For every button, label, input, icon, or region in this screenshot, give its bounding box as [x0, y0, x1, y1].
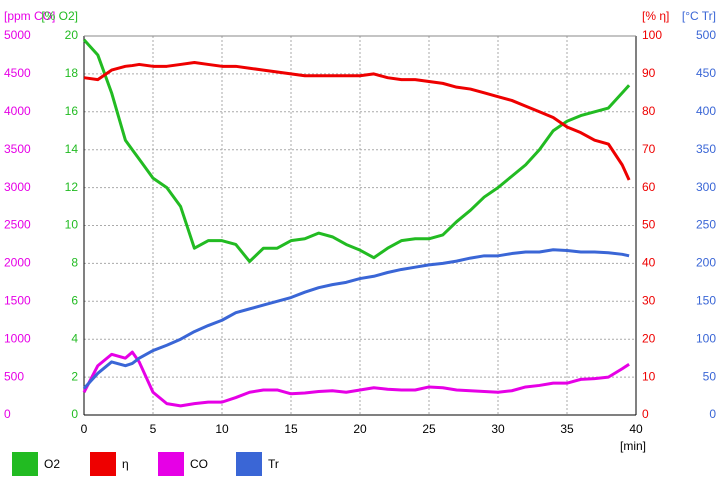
y-tick-label: 70 [642, 142, 656, 156]
y-tick-label: 350 [696, 142, 716, 156]
legend-swatch [158, 452, 184, 476]
y-tick-label: 1500 [4, 293, 31, 307]
x-tick-label: 35 [560, 422, 574, 436]
x-tick-label: 30 [491, 422, 505, 436]
y-tick-label: 10 [65, 218, 79, 232]
y-tick-label: 2000 [4, 256, 31, 270]
y-tick-label: 0 [4, 407, 11, 421]
y-tick-label: 4 [71, 331, 78, 345]
x-tick-label: 5 [150, 422, 157, 436]
y-tick-label: 40 [642, 256, 656, 270]
y-tick-label: 18 [65, 66, 79, 80]
x-tick-label: 10 [215, 422, 229, 436]
y-tick-label: 500 [696, 28, 716, 42]
legend-swatch [236, 452, 262, 476]
y-tick-label: 5000 [4, 28, 31, 42]
y-tick-label: 100 [696, 331, 716, 345]
x-tick-label: 25 [422, 422, 436, 436]
axis-label: [°C Tr] [682, 9, 716, 23]
y-tick-label: 0 [71, 407, 78, 421]
series-line [82, 38, 631, 264]
y-tick-label: 50 [642, 218, 656, 232]
legend-swatch [12, 452, 38, 476]
series-line [82, 350, 630, 408]
series-line [83, 61, 631, 181]
x-tick-label: 20 [353, 422, 367, 436]
x-axis-label: [min] [620, 439, 646, 453]
y-tick-label: 3500 [4, 142, 31, 156]
y-tick-label: 3000 [4, 180, 31, 194]
y-tick-label: 0 [709, 407, 716, 421]
y-tick-label: 8 [71, 256, 78, 270]
y-tick-label: 2500 [4, 218, 31, 232]
y-tick-label: 200 [696, 256, 716, 270]
legend-swatch [90, 452, 116, 476]
y-tick-label: 400 [696, 104, 716, 118]
y-tick-label: 50 [703, 369, 717, 383]
y-tick-label: 250 [696, 218, 716, 232]
axis-label: [% O2] [41, 9, 78, 23]
y-tick-label: 1000 [4, 331, 31, 345]
y-tick-label: 6 [71, 293, 78, 307]
x-tick-label: 15 [284, 422, 298, 436]
y-tick-label: 30 [642, 293, 656, 307]
y-tick-label: 80 [642, 104, 656, 118]
y-tick-label: 4500 [4, 66, 31, 80]
y-tick-label: 60 [642, 180, 656, 194]
y-tick-label: 4000 [4, 104, 31, 118]
y-tick-label: 10 [642, 369, 656, 383]
x-tick-label: 40 [629, 422, 643, 436]
y-tick-label: 2 [71, 369, 78, 383]
y-tick-label: 12 [65, 180, 79, 194]
y-tick-label: 14 [65, 142, 79, 156]
y-tick-label: 20 [642, 331, 656, 345]
legend-label: CO [190, 457, 208, 471]
legend-label: O2 [44, 457, 60, 471]
y-tick-label: 100 [642, 28, 662, 42]
axis-label: [ppm CO] [4, 9, 55, 23]
y-tick-label: 0 [642, 407, 649, 421]
y-tick-label: 90 [642, 66, 656, 80]
legend-label: Tr [268, 457, 279, 471]
x-tick-label: 0 [81, 422, 88, 436]
y-tick-label: 20 [65, 28, 79, 42]
y-tick-label: 150 [696, 293, 716, 307]
legend-label: η [122, 457, 129, 471]
y-tick-label: 300 [696, 180, 716, 194]
y-tick-label: 500 [4, 369, 24, 383]
y-tick-label: 450 [696, 66, 716, 80]
series-line [82, 248, 630, 390]
axis-label: [% η] [642, 9, 669, 23]
y-tick-label: 16 [65, 104, 79, 118]
